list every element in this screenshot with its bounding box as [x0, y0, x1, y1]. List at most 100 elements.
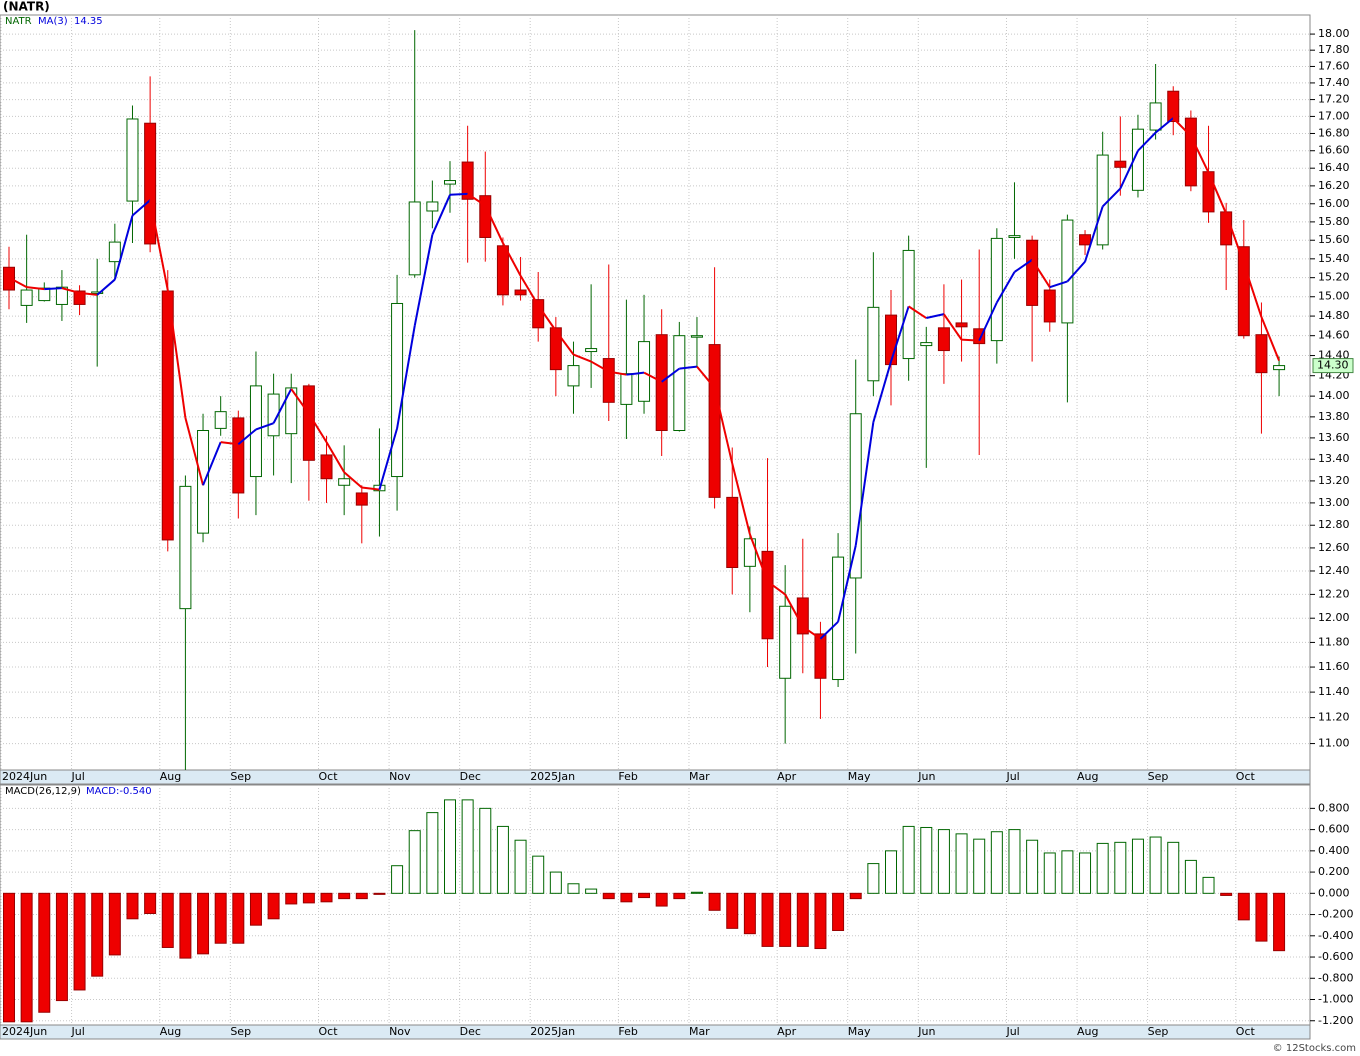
plot-area — [3, 30, 1286, 770]
candle-body — [690, 335, 703, 338]
x-tick-label: Apr — [777, 1025, 797, 1038]
macd-bar — [708, 892, 721, 911]
y-tick-label: -1.000 — [1318, 993, 1353, 1006]
ma-segment — [131, 199, 151, 217]
x-tick-label: Oct — [319, 770, 339, 783]
macd-bar — [232, 892, 245, 944]
candle-body — [885, 314, 897, 366]
candle-body — [779, 605, 792, 679]
candle-body — [161, 290, 174, 541]
y-tick-label: 15.60 — [1318, 233, 1350, 246]
ma-segment — [784, 593, 804, 628]
ma-segment — [96, 278, 116, 296]
chart-title: (NATR) — [3, 0, 50, 14]
candle-body — [549, 327, 562, 371]
candle-body — [1096, 154, 1109, 246]
ma-segment — [343, 471, 363, 489]
x-tick-label: May — [848, 1025, 871, 1038]
ma-segment — [484, 205, 504, 244]
macd-bar — [338, 892, 351, 900]
candle-body — [585, 348, 598, 353]
macd-bar — [197, 892, 210, 955]
candle-body — [1079, 234, 1092, 246]
ma-segment — [748, 533, 769, 582]
x-tick-label: 2025Jan — [530, 1025, 575, 1038]
candle-body — [955, 322, 968, 328]
macd-bar — [761, 892, 774, 947]
macd-bar — [1167, 841, 1180, 894]
ma-segment — [166, 289, 187, 419]
y-tick-label: 15.40 — [1318, 252, 1350, 265]
macd-bar — [673, 892, 686, 900]
ma-segment — [854, 421, 875, 546]
macd-bar — [1096, 842, 1109, 894]
ma-segment — [325, 441, 346, 473]
x-tick-label: Dec — [460, 770, 481, 783]
y-tick-label: 12.00 — [1318, 611, 1350, 624]
x-tick-label: Dec — [460, 1025, 481, 1038]
ma-segment — [555, 330, 575, 356]
candle-body — [38, 287, 51, 302]
macd-bar — [355, 892, 368, 900]
candle-body — [1255, 334, 1268, 374]
candle-body — [391, 302, 404, 478]
ma-segment — [837, 545, 857, 623]
y-tick-label: 17.40 — [1318, 76, 1350, 89]
candle-body — [1131, 128, 1144, 191]
x-tick-label: Sep — [230, 770, 251, 783]
ma-segment — [149, 199, 169, 291]
plot-area — [3, 799, 1286, 1023]
ma-segment — [1260, 316, 1281, 361]
macd-bar — [743, 892, 756, 935]
macd-bar — [1149, 836, 1162, 894]
ma-segment — [1225, 213, 1245, 264]
macd-bar — [1114, 841, 1127, 894]
ma-segment — [819, 621, 839, 640]
candle-body — [602, 358, 615, 403]
macd-bar — [444, 799, 456, 894]
macd-bar — [126, 892, 139, 920]
y-tick-label: 15.20 — [1318, 271, 1350, 284]
macd-bar — [620, 892, 633, 903]
ma-segment — [272, 388, 293, 424]
macd-bar — [179, 892, 192, 959]
macd-bar — [55, 892, 68, 1002]
ma-segment — [220, 441, 239, 446]
candle-body — [1184, 117, 1197, 187]
ma-segment — [449, 192, 468, 196]
y-tick-label: 0.600 — [1318, 823, 1350, 836]
candle-body — [232, 417, 245, 494]
y-tick-label: -0.400 — [1318, 929, 1353, 942]
y-tick-label: -1.200 — [1318, 1014, 1353, 1027]
y-tick-label: 13.40 — [1318, 452, 1350, 465]
ma-segment — [608, 370, 627, 376]
ma-segment — [679, 365, 698, 370]
ma-segment — [537, 304, 557, 332]
ma-segment — [378, 428, 399, 490]
x-tick-label: Oct — [319, 1025, 339, 1038]
x-tick-label: Jul — [1005, 1025, 1019, 1038]
ma-segment — [79, 291, 98, 296]
x-tick-label: Oct — [1236, 1025, 1256, 1038]
macd-bar — [867, 863, 880, 894]
ma-segment — [908, 305, 927, 319]
macd-panel — [0, 784, 1311, 1026]
ma-segment — [696, 365, 716, 389]
candle-body — [126, 118, 139, 202]
x-tick-label: Jul — [1005, 770, 1019, 783]
ma-segment — [8, 276, 28, 289]
macd-bar — [1061, 850, 1074, 894]
macd-bar — [1079, 852, 1092, 894]
candle-body — [673, 335, 686, 432]
candle-body — [567, 365, 580, 387]
candle-body — [708, 344, 721, 498]
y-tick-label: 12.20 — [1318, 587, 1350, 600]
macd-bar — [267, 892, 280, 920]
candle-body — [1026, 239, 1039, 306]
x-tick-label: Oct — [1236, 770, 1256, 783]
y-tick-label: -0.200 — [1318, 908, 1353, 921]
macd-bar — [567, 883, 580, 894]
macd-bar — [20, 892, 33, 1023]
ma-segment — [431, 194, 451, 236]
